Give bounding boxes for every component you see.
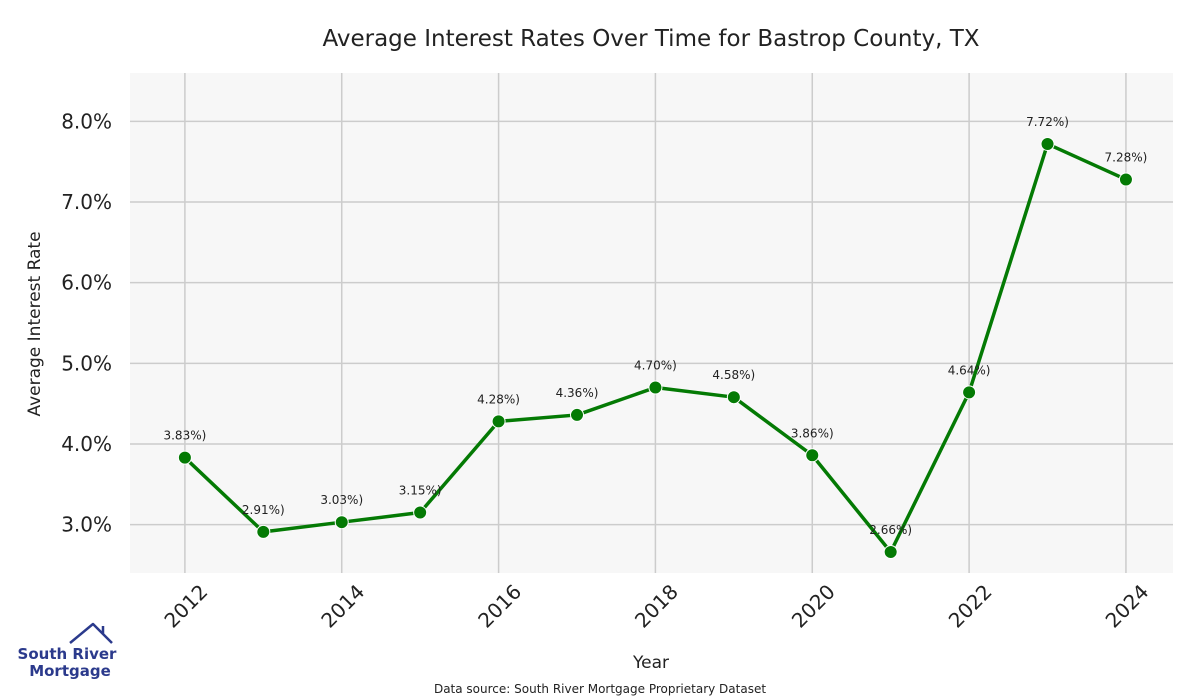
data-label: 4.70%) <box>634 359 677 373</box>
data-label: 2.91%) <box>242 503 285 517</box>
data-label: 7.28%) <box>1105 150 1148 164</box>
y-tick-label: 5.0% <box>61 351 112 375</box>
x-tick-label: 2022 <box>944 580 997 633</box>
data-label: 3.86%) <box>791 426 834 440</box>
x-tick-label: 2014 <box>316 580 369 633</box>
y-tick-label: 7.0% <box>61 190 112 214</box>
data-label: 4.28%) <box>477 392 520 406</box>
chart-title: Average Interest Rates Over Time for Bas… <box>322 26 979 52</box>
y-tick-label: 6.0% <box>61 271 112 295</box>
data-label: 7.72%) <box>1026 115 1069 129</box>
data-point <box>883 545 898 560</box>
data-label: 3.83%) <box>163 429 206 443</box>
data-label: 4.36%) <box>556 386 599 400</box>
data-point <box>256 524 271 539</box>
logo-text-line2: Mortgage <box>29 662 111 680</box>
data-point <box>413 505 428 520</box>
y-tick-label: 8.0% <box>61 109 112 133</box>
data-label: 4.58%) <box>712 368 755 382</box>
data-point <box>177 450 192 465</box>
y-tick-label: 3.0% <box>61 513 112 537</box>
y-axis-ticks: 3.0% 4.0% 5.0% 6.0% 7.0% 8.0% <box>61 109 112 536</box>
x-tick-label: 2018 <box>630 580 683 633</box>
company-logo: South River Mortgage <box>18 622 118 680</box>
data-point <box>334 515 349 530</box>
plot-area <box>130 73 1173 573</box>
data-point <box>1118 172 1133 187</box>
data-label: 2.66%) <box>869 523 912 537</box>
data-point <box>570 407 584 422</box>
data-point <box>491 414 506 429</box>
x-axis-label: Year <box>632 653 669 673</box>
data-point <box>1040 136 1055 151</box>
logo-text-line1: South River <box>18 645 118 663</box>
source-note: Data source: South River Mortgage Propri… <box>434 682 766 696</box>
y-tick-label: 4.0% <box>61 432 112 456</box>
x-tick-label: 2024 <box>1101 580 1154 633</box>
data-label: 3.03%) <box>320 493 363 507</box>
data-label: 3.15%) <box>399 484 442 498</box>
x-tick-label: 2016 <box>473 580 526 633</box>
y-axis-label: Average Interest Rate <box>25 231 45 416</box>
house-roof-icon <box>69 622 113 644</box>
data-point <box>962 385 977 400</box>
data-point <box>805 448 820 463</box>
data-label: 4.64%) <box>948 363 991 377</box>
gridlines <box>130 73 1173 573</box>
x-axis-ticks: 2012 2014 2016 2018 2020 2022 2024 <box>159 580 1153 633</box>
data-point <box>648 380 663 395</box>
x-tick-label: 2020 <box>787 580 840 633</box>
data-points <box>177 136 1133 560</box>
data-point <box>726 390 741 405</box>
x-tick-label: 2012 <box>159 580 212 633</box>
data-labels: 3.83%) 2.91%) 3.03%) 3.15%) 4.28%) 4.36%) 4.70… <box>163 115 1147 537</box>
